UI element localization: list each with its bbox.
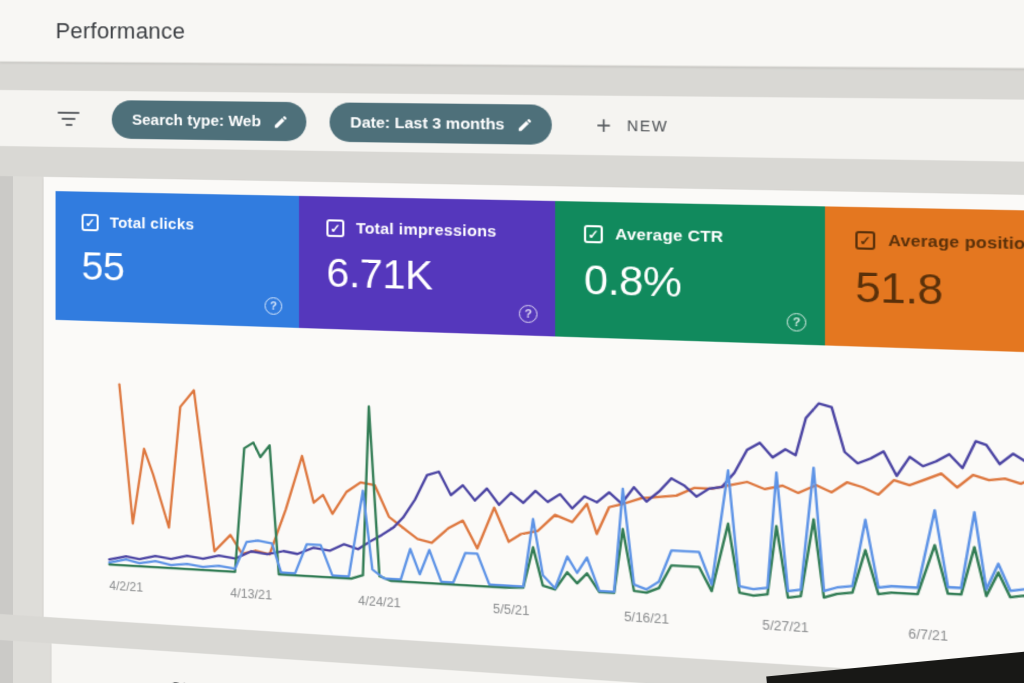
card-value: 0.8% xyxy=(583,257,682,307)
tab-queries[interactable]: QUERIES xyxy=(171,678,242,683)
search-type-chip[interactable]: Search type: Web xyxy=(111,100,306,142)
date-range-chip[interactable]: Date: Last 3 months xyxy=(329,102,552,145)
help-icon[interactable]: ? xyxy=(786,312,807,332)
window-left-edge xyxy=(0,58,13,683)
filter-bar: Search type: Web Date: Last 3 months + N… xyxy=(0,90,1024,166)
page-title: Performance xyxy=(55,18,186,44)
average-ctr-card[interactable]: ✓ Average CTR 0.8% ? xyxy=(555,201,825,346)
help-icon[interactable]: ? xyxy=(264,296,283,316)
total-impressions-card[interactable]: ✓ Total impressions 6.71K ? xyxy=(299,195,556,337)
app-header: Performance xyxy=(0,0,1024,71)
card-label: Average CTR xyxy=(615,225,724,247)
card-header: ✓ Total clicks xyxy=(56,191,299,236)
x-axis-label: 4/13/21 xyxy=(230,585,272,603)
checkbox-checked-icon[interactable]: ✓ xyxy=(81,213,99,232)
filter-bar-spacer xyxy=(669,126,1024,131)
x-axis-label: 4/2/21 xyxy=(109,578,143,595)
help-icon[interactable]: ? xyxy=(518,304,538,324)
card-value: 51.8 xyxy=(855,264,943,315)
card-header: ✓ Average position xyxy=(825,206,1024,255)
pencil-icon xyxy=(517,116,533,132)
checkbox-checked-icon[interactable]: ✓ xyxy=(326,219,345,238)
card-label: Total clicks xyxy=(109,214,195,234)
x-axis-label: 5/16/21 xyxy=(623,609,669,628)
x-axis-label: 6/7/21 xyxy=(908,626,948,645)
card-value: 6.71K xyxy=(326,251,433,299)
new-filter-label: NEW xyxy=(626,117,669,135)
x-axis-label: 4/24/21 xyxy=(358,593,401,611)
card-header: ✓ Total impressions xyxy=(299,196,555,242)
checkbox-checked-icon[interactable]: ✓ xyxy=(583,224,603,244)
card-value: 55 xyxy=(81,245,125,290)
date-range-chip-label: Date: Last 3 months xyxy=(350,113,505,134)
new-filter-button[interactable]: + NEW xyxy=(596,111,669,139)
checkbox-checked-icon[interactable]: ✓ xyxy=(855,230,876,250)
performance-panel: ✓ Total clicks 55 ? ✓ Total impressions … xyxy=(43,176,1024,683)
x-axis-label: 5/5/21 xyxy=(492,601,530,619)
pencil-icon xyxy=(272,114,288,130)
total-clicks-card[interactable]: ✓ Total clicks 55 ? xyxy=(55,191,300,328)
x-axis-label: 5/27/21 xyxy=(762,617,809,636)
average-position-card[interactable]: ✓ Average position 51.8 ? xyxy=(824,206,1024,355)
filter-list-icon[interactable] xyxy=(57,108,80,130)
card-label: Total impressions xyxy=(356,219,497,241)
plus-icon: + xyxy=(596,111,612,139)
card-label: Average position xyxy=(888,231,1024,254)
card-header: ✓ Average CTR xyxy=(555,201,825,249)
search-type-chip-label: Search type: Web xyxy=(131,111,262,130)
